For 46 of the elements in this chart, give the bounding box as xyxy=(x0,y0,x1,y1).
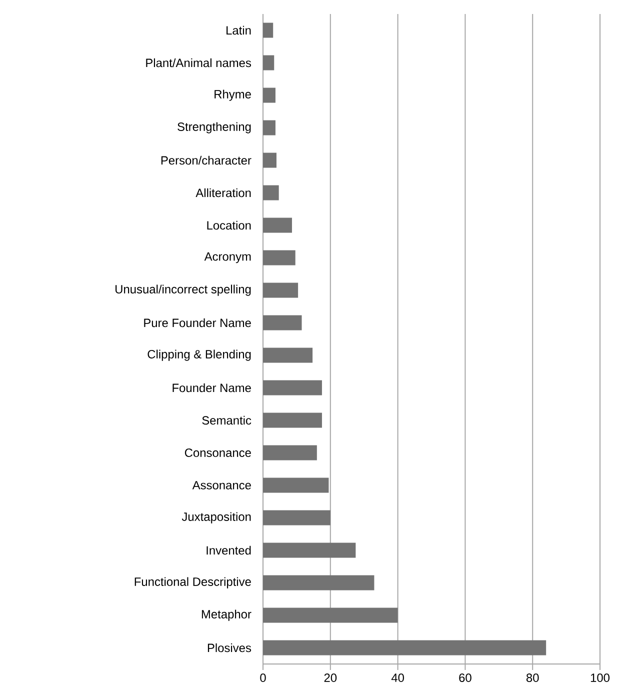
bar xyxy=(263,88,276,103)
y-tick-label: Consonance xyxy=(184,448,251,457)
y-tick-label: Strengthening xyxy=(178,122,251,134)
y-tick-label: Founder Name xyxy=(172,383,251,392)
bar xyxy=(263,22,274,38)
bar xyxy=(263,640,546,656)
y-tick-label: Assonance xyxy=(192,481,251,490)
bar xyxy=(263,315,302,330)
y-tick-label: Latin xyxy=(226,26,251,35)
y-tick-label: Clipping & Blending xyxy=(148,350,251,361)
bar xyxy=(263,120,276,136)
y-tick-label: Acronym xyxy=(204,252,251,264)
bar xyxy=(263,412,322,428)
y-tick-label: Semantic xyxy=(202,416,252,425)
x-tick-label: 100 xyxy=(590,674,610,682)
bar xyxy=(263,185,279,200)
bar xyxy=(263,218,292,233)
bar xyxy=(263,152,276,168)
bar xyxy=(263,478,329,493)
bar xyxy=(263,575,374,590)
x-tick-label: 20 xyxy=(324,674,337,682)
y-tick-label: Alliteration xyxy=(196,188,251,198)
y-tick-label: Metaphor xyxy=(202,610,252,621)
y-tick-label: Functional Descriptive xyxy=(134,577,251,588)
x-tick-label: 40 xyxy=(391,674,404,682)
y-tick-label: Unusual/incorrect spelling xyxy=(116,284,251,296)
y-tick-label: Person/character xyxy=(161,156,252,165)
bar xyxy=(263,55,274,70)
bar xyxy=(263,542,356,558)
y-tick-label: Plosives xyxy=(208,643,252,652)
bar xyxy=(263,510,330,526)
bar xyxy=(263,348,313,363)
y-tick-label: Rhyme xyxy=(214,90,251,101)
x-tick-label: 0 xyxy=(260,674,266,682)
x-tick-label: 80 xyxy=(526,674,539,682)
y-tick-label: Invented xyxy=(206,546,251,555)
y-tick-label: Location xyxy=(207,220,251,230)
y-tick-label: Plant/Animal names xyxy=(146,58,252,68)
y-tick-label: Pure Founder Name xyxy=(144,318,251,328)
bar xyxy=(263,608,398,623)
bar xyxy=(263,380,322,396)
bar xyxy=(263,282,298,298)
x-tick-label: 60 xyxy=(459,674,472,682)
bar xyxy=(263,445,317,460)
bar xyxy=(263,250,296,266)
y-tick-label: Juxtaposition xyxy=(182,512,251,524)
